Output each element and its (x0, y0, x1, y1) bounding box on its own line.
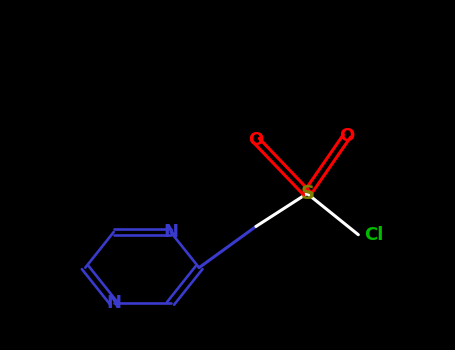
Text: N: N (106, 294, 121, 312)
Text: O: O (339, 127, 354, 145)
Text: Cl: Cl (364, 226, 384, 244)
Text: N: N (163, 223, 178, 241)
Text: O: O (248, 131, 263, 149)
Text: S: S (300, 184, 314, 203)
